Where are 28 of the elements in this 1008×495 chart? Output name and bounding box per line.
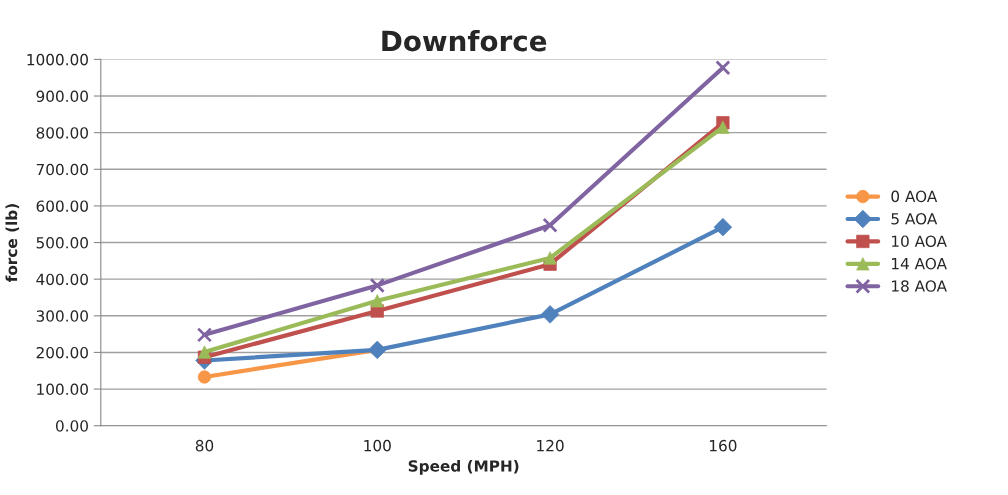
x-tick-label: 80 <box>195 439 214 452</box>
y-tick-label: 800.00 <box>36 127 88 139</box>
y-tick-label: 100.00 <box>37 383 88 396</box>
y-tick-label: 500.00 <box>36 237 88 249</box>
point <box>369 277 385 294</box>
y-tick-label: 400.00 <box>36 273 88 286</box>
y-axis-title: force (lb) <box>5 204 20 283</box>
legend-label: 18 AOA <box>892 280 947 292</box>
x-axis-title: Speed (MPH) <box>408 459 519 475</box>
legend-label: 10 AOA <box>892 235 947 247</box>
y-tick-label: 700.00 <box>36 163 88 176</box>
legend-label: 5 AOA <box>891 213 938 225</box>
x-tick-label: 160 <box>709 439 737 452</box>
y-tick-label: 300.00 <box>36 310 88 322</box>
legend-label: 14 AOA <box>892 257 947 270</box>
y-tick-label: 600.00 <box>36 200 88 212</box>
point <box>542 217 558 233</box>
y-tick-label: 200.00 <box>36 346 88 359</box>
y-tick-label: 1000.00 <box>27 53 88 66</box>
point <box>196 327 213 343</box>
chart-title: Downforce <box>382 29 547 52</box>
point <box>715 60 731 76</box>
y-tick-label: 0.00 <box>55 420 88 432</box>
legend-label: 0 AOA <box>891 190 938 203</box>
y-tick-label: 900.00 <box>36 90 88 103</box>
x-tick-label: 120 <box>537 439 564 452</box>
x-tick-label: 100 <box>364 439 391 452</box>
point <box>540 305 560 324</box>
